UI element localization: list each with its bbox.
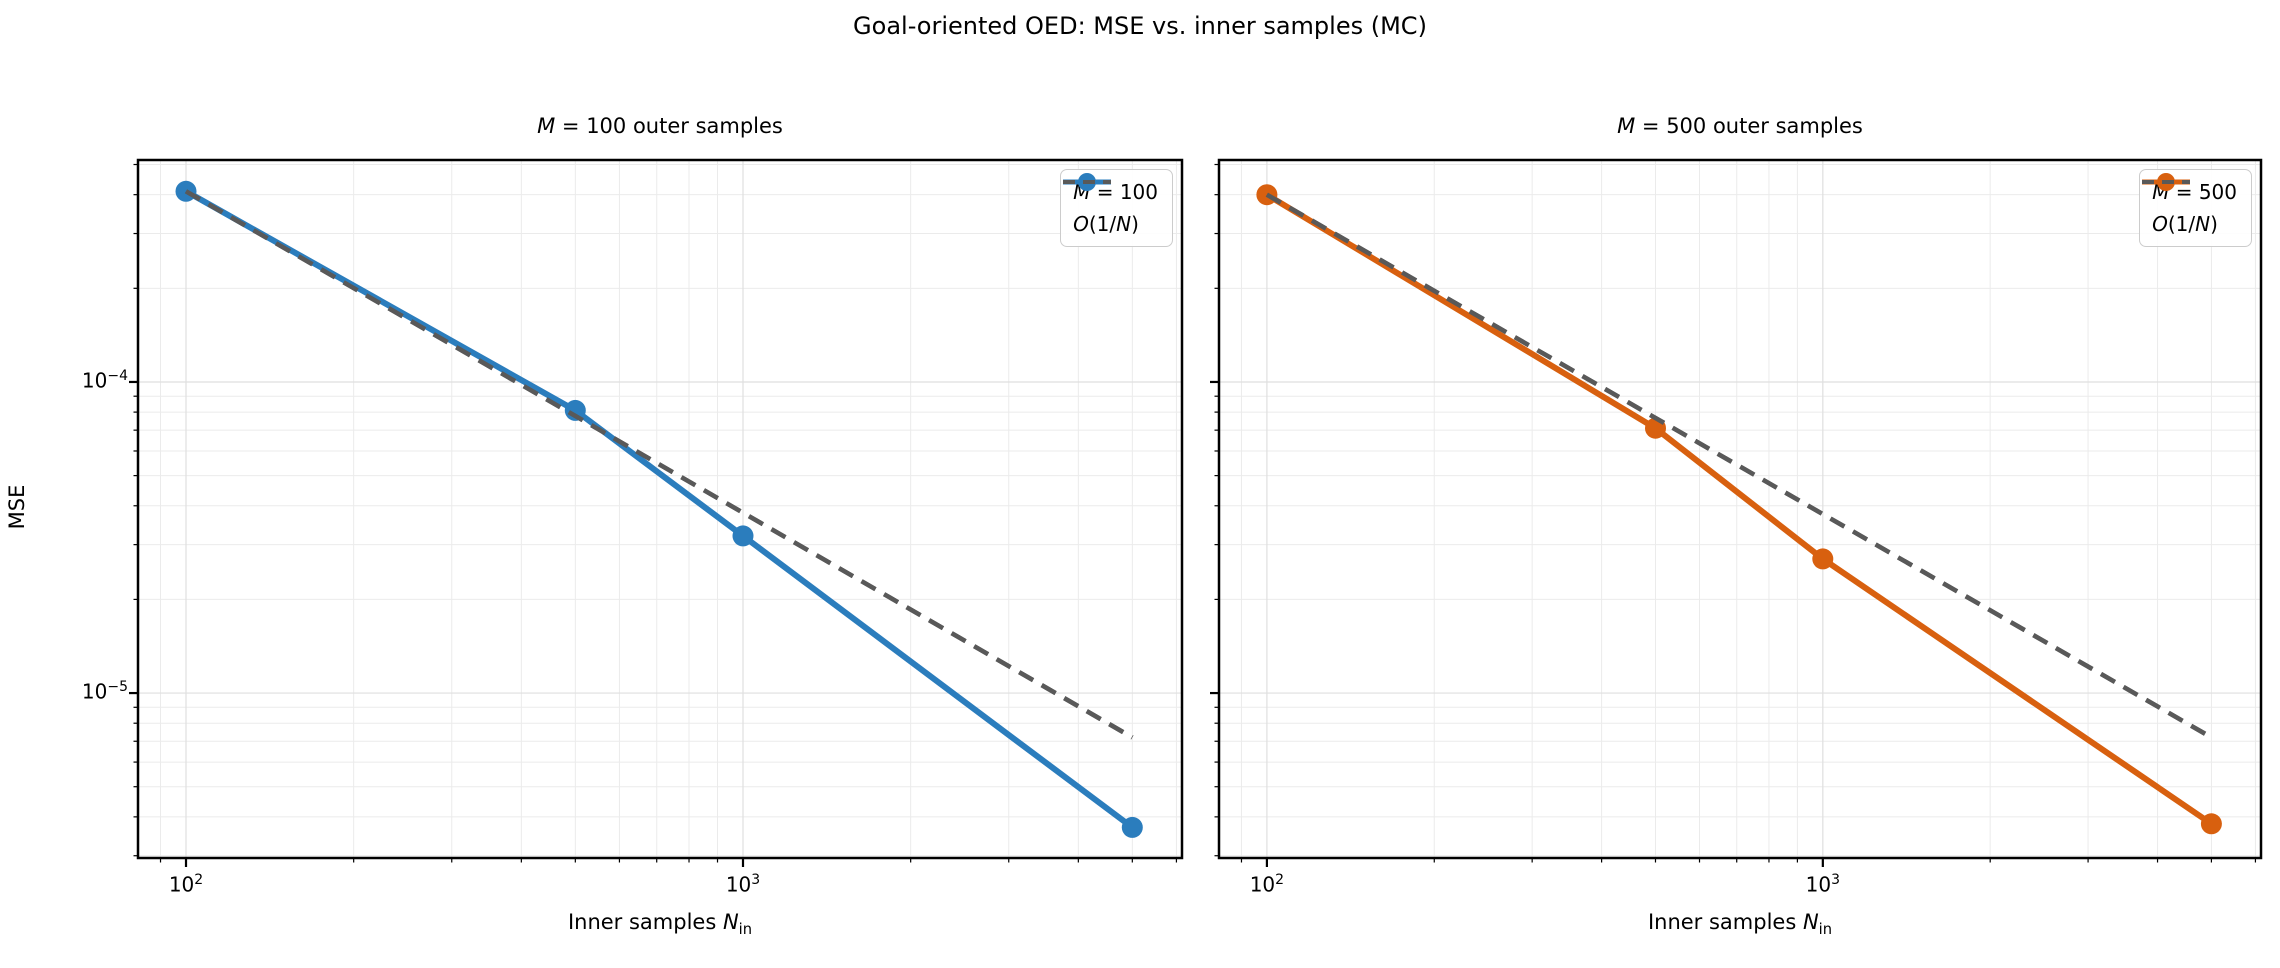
legend-m100: M = 100 O(1/N) bbox=[1060, 169, 1173, 247]
x-tick-label: 102 bbox=[168, 872, 204, 897]
plot-area-m500 bbox=[1210, 158, 2263, 867]
legend-label: O(1/N) bbox=[1073, 212, 1139, 236]
x-axis-label-m100: Inner samples Nin bbox=[567, 910, 753, 939]
subplot-m500: M = 500 outer samples 102 103 Inner samples… bbox=[1210, 114, 2263, 938]
data-point-m500 bbox=[1812, 548, 1834, 570]
x-tick-label: 103 bbox=[1805, 872, 1840, 897]
x-tick-label: 102 bbox=[1249, 872, 1285, 897]
legend-label: O(1/N) bbox=[2152, 212, 2218, 236]
data-point-m100 bbox=[1121, 816, 1143, 838]
subplot-title-m500: M = 500 outer samples bbox=[1617, 114, 1863, 138]
legend-entry: O(1/N) bbox=[1063, 180, 1158, 238]
legend-m500: M = 500 O(1/N) bbox=[2139, 169, 2252, 247]
data-point-m500 bbox=[2200, 813, 2222, 835]
series-line-m100 bbox=[184, 188, 1135, 830]
subplot-m100: M = 100 outer samples 102 103 10−4 10−5 Inner… bbox=[82, 114, 1184, 938]
axes-spines-m500 bbox=[1217, 158, 2263, 860]
subplot-title-m100: M = 100 outer samples bbox=[537, 114, 783, 138]
series-line-m500 bbox=[1265, 192, 2214, 827]
x-axis-label-m500: Inner samples Nin bbox=[1647, 910, 1833, 939]
plot-area-m100 bbox=[129, 158, 1184, 867]
figure-title: Goal-oriented OED: MSE vs. inner samples… bbox=[853, 12, 1427, 40]
legend-dash-sample-icon bbox=[2142, 180, 2191, 184]
legend-entry: O(1/N) bbox=[2142, 180, 2237, 238]
y-axis-label: MSE bbox=[5, 484, 29, 530]
x-tick-label: 103 bbox=[725, 872, 761, 897]
reference-line-m100 bbox=[184, 189, 1134, 740]
data-point-m100 bbox=[732, 525, 754, 547]
y-tick-label: 10−4 bbox=[81, 368, 128, 393]
reference-line-m500 bbox=[1265, 192, 2213, 740]
y-tick-label: 10−5 bbox=[81, 679, 128, 704]
data-point-m100 bbox=[564, 399, 586, 421]
legend-dash-sample-icon bbox=[1063, 180, 1112, 184]
axes-spines-m100 bbox=[136, 158, 1184, 860]
